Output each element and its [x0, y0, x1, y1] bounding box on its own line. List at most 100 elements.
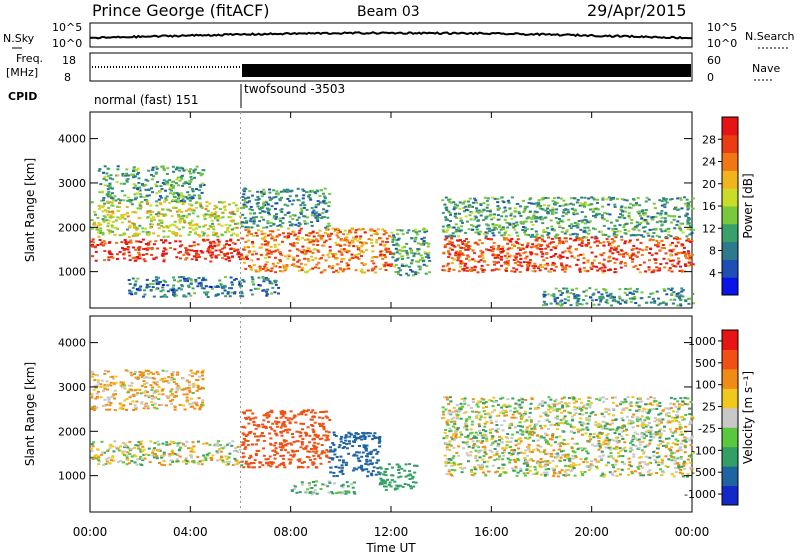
data-cell — [583, 222, 587, 225]
data-cell — [117, 198, 121, 201]
data-cell — [450, 257, 454, 260]
data-cell — [181, 226, 185, 229]
data-cell — [667, 269, 671, 272]
data-cell — [280, 208, 284, 211]
data-cell — [229, 287, 233, 290]
data-cell — [311, 189, 314, 192]
data-cell — [370, 241, 373, 244]
data-cell — [317, 434, 320, 437]
data-cell — [174, 199, 178, 202]
data-cell — [191, 383, 195, 386]
data-cell — [575, 237, 579, 240]
data-cell — [562, 267, 566, 270]
data-cell — [319, 271, 323, 274]
data-cell — [126, 228, 129, 231]
data-cell — [136, 392, 140, 395]
data-cell — [519, 220, 523, 223]
data-cell — [591, 210, 595, 213]
data-cell — [337, 243, 341, 246]
data-cell — [623, 291, 627, 294]
data-cell — [270, 411, 274, 414]
data-cell — [561, 220, 565, 223]
data-cell — [455, 451, 459, 454]
data-cell — [644, 209, 648, 211]
data-cell — [378, 237, 382, 240]
data-cell — [360, 438, 364, 441]
data-cell — [515, 459, 518, 462]
data-cell — [265, 201, 269, 204]
data-cell — [362, 434, 366, 437]
data-cell — [495, 228, 498, 231]
data-cell — [202, 184, 206, 186]
data-cell — [581, 253, 585, 256]
data-cell — [448, 212, 452, 215]
data-cell — [328, 251, 332, 254]
data-cell — [643, 225, 647, 228]
data-cell — [631, 260, 634, 263]
data-cell — [490, 269, 494, 272]
data-cell — [106, 175, 110, 178]
data-cell — [510, 270, 514, 273]
data-cell — [559, 300, 562, 303]
data-cell — [586, 259, 590, 262]
data-cell — [288, 249, 292, 252]
data-cell — [178, 441, 182, 444]
data-cell — [275, 422, 279, 425]
data-cell — [566, 247, 570, 250]
data-cell — [221, 211, 225, 214]
data-cell — [608, 255, 612, 258]
data-cell — [138, 257, 142, 260]
data-cell — [428, 271, 432, 274]
data-cell — [315, 480, 319, 483]
data-cell — [258, 220, 262, 223]
data-cell — [132, 183, 136, 186]
data-cell — [188, 207, 192, 210]
data-cell — [274, 420, 278, 423]
data-cell — [270, 237, 274, 240]
data-cell — [628, 239, 632, 242]
data-cell — [145, 285, 149, 288]
data-cell — [180, 177, 184, 180]
data-cell — [645, 196, 649, 199]
data-cell — [288, 417, 292, 420]
data-cell — [345, 447, 349, 450]
data-cell — [122, 404, 126, 407]
data-cell — [576, 299, 580, 302]
data-cell — [558, 435, 562, 438]
data-cell — [553, 235, 557, 238]
data-cell — [236, 239, 240, 242]
data-cell — [137, 248, 141, 251]
data-cell — [496, 248, 500, 251]
data-cell — [199, 186, 203, 188]
data-cell — [452, 226, 456, 229]
data-cell — [547, 204, 551, 207]
data-cell — [208, 202, 212, 205]
data-cell — [464, 215, 468, 218]
data-cell — [357, 228, 361, 231]
data-cell — [134, 235, 138, 238]
data-cell — [608, 213, 612, 216]
data-cell — [150, 173, 153, 176]
data-cell — [467, 255, 471, 258]
data-cell — [498, 455, 502, 458]
colorbar-tick-label: 4 — [709, 267, 716, 280]
data-cell — [108, 404, 112, 407]
data-cell — [249, 217, 253, 220]
data-cell — [246, 228, 250, 231]
data-cell — [207, 213, 211, 216]
data-cell — [252, 421, 256, 424]
data-cell — [148, 240, 152, 243]
data-cell — [613, 246, 617, 249]
data-cell — [108, 253, 112, 255]
data-cell — [250, 259, 254, 262]
data-cell — [375, 256, 379, 259]
data-cell — [551, 210, 555, 213]
data-cell — [103, 209, 107, 212]
data-cell — [639, 222, 643, 224]
data-cell — [559, 220, 563, 223]
data-cell — [253, 435, 257, 438]
data-cell — [140, 457, 144, 460]
data-cell — [454, 435, 458, 438]
data-cell — [195, 379, 198, 381]
data-cell — [671, 302, 675, 305]
